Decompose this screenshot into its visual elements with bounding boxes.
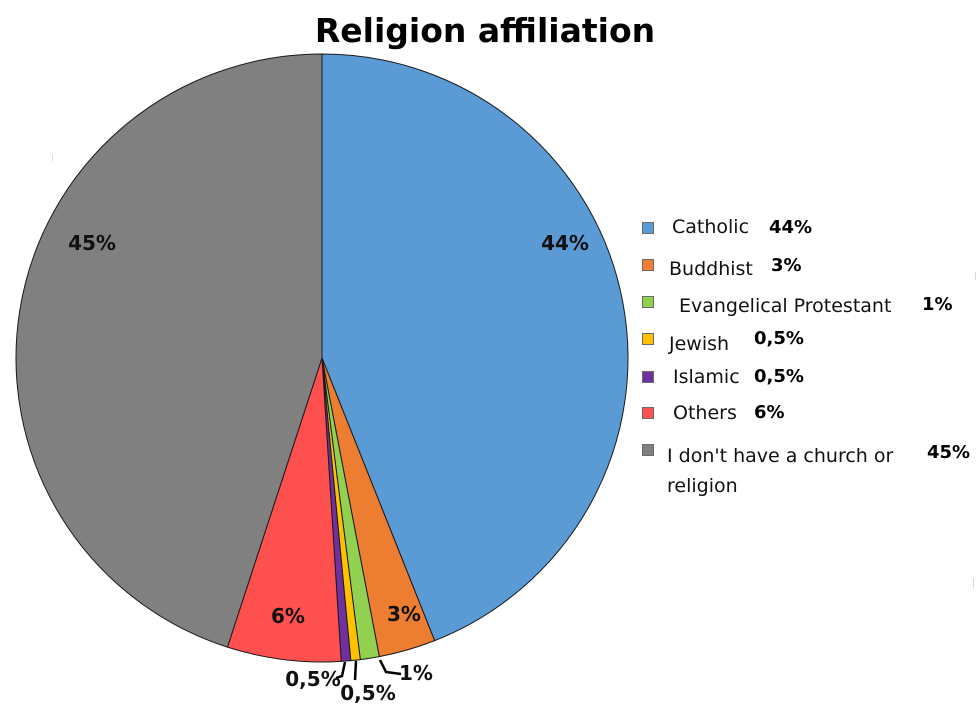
- data-label: 45%: [68, 231, 116, 255]
- frame-tick-right: [975, 272, 976, 280]
- legend-swatch: [642, 296, 654, 308]
- legend-label: Buddhist: [669, 258, 753, 280]
- legend-label: Evangelical Protestant: [679, 295, 892, 317]
- legend-value: 1%: [922, 294, 953, 315]
- leader-line: [378, 659, 402, 676]
- legend-label: Jewish: [669, 333, 730, 355]
- data-label: 1%: [399, 661, 433, 685]
- pie-slice-i-don-t-have-a-church-or-religion: [15, 53, 323, 648]
- legend-label: Catholic: [672, 216, 750, 238]
- legend-value: 45%: [927, 442, 971, 463]
- legend-label: Others: [673, 402, 737, 424]
- legend-value: 0,5%: [754, 366, 804, 387]
- frame-tick-right-lower: [973, 578, 974, 588]
- legend-label: Islamic: [673, 366, 740, 388]
- legend-value: 0,5%: [754, 328, 804, 349]
- data-label: 0,5%: [285, 667, 340, 691]
- legend-value: 6%: [754, 402, 785, 423]
- data-label: 6%: [271, 604, 305, 628]
- frame-tick-left: [52, 155, 53, 161]
- legend-label: I don't have a church or religion: [667, 445, 894, 497]
- leader-line: [335, 661, 347, 680]
- legend-value: 44%: [769, 217, 813, 238]
- legend-swatch: [642, 371, 654, 383]
- data-label: 44%: [541, 231, 589, 255]
- data-label: 0,5%: [340, 681, 395, 705]
- legend-swatch: [642, 333, 654, 345]
- pie-slice-catholic: [321, 53, 629, 642]
- legend-swatch: [642, 407, 654, 419]
- legend-swatch: [642, 222, 654, 234]
- chart-title: Religion affiliation: [314, 11, 656, 50]
- data-label: 3%: [387, 602, 421, 626]
- legend-swatch: [642, 444, 654, 456]
- leader-line: [353, 660, 358, 681]
- legend-value: 3%: [771, 255, 802, 276]
- legend-swatch: [642, 259, 654, 271]
